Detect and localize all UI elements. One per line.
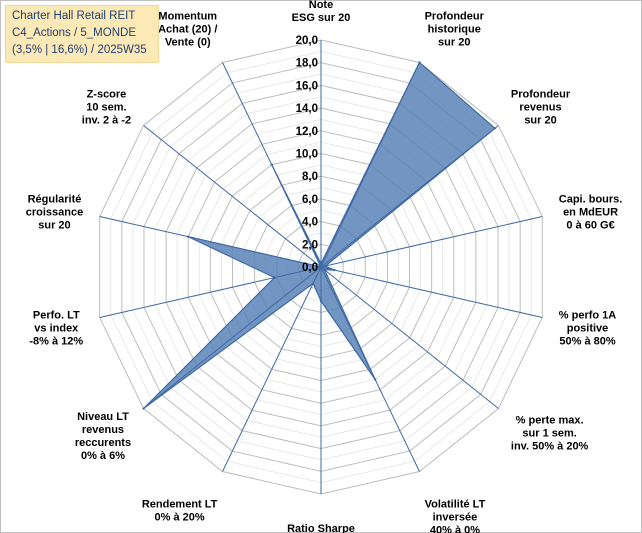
axis-label-line: Volatilité LT bbox=[425, 498, 486, 510]
data-point bbox=[270, 163, 273, 166]
axis-label-line: 10 sem. bbox=[86, 101, 126, 113]
data-point bbox=[418, 61, 421, 64]
axis-label: % perte max.sur 1 sem.inv. 50% à 20% bbox=[511, 415, 589, 453]
axis-label-line: vs index bbox=[34, 323, 79, 335]
axis-label-line: Perfo. LT bbox=[33, 310, 80, 322]
data-point bbox=[319, 299, 323, 303]
axis-spoke bbox=[320, 62, 420, 268]
axis-label-line: 0% à 20% bbox=[155, 511, 205, 523]
axis-label-line: 0% à 6% bbox=[81, 450, 125, 462]
tick-label: 14,0 bbox=[296, 103, 318, 115]
axis-spoke bbox=[320, 266, 499, 409]
axis-label-line: inv. 2 à -2 bbox=[82, 114, 131, 126]
axis-label-line: historique bbox=[428, 24, 481, 36]
axis-label-line: Ratio Sharpe bbox=[287, 523, 355, 533]
tick-label: 2,0 bbox=[302, 239, 318, 251]
tick-label: 16,0 bbox=[296, 80, 318, 92]
axis-label-line: Niveau LT bbox=[77, 411, 129, 423]
data-point bbox=[273, 276, 276, 279]
axis-label-line: 40% à 0% bbox=[430, 524, 480, 533]
axis-label-line: 0 à 60 G€ bbox=[566, 219, 614, 231]
data-point bbox=[187, 235, 190, 238]
axis-label-line: Capi. bours. bbox=[559, 193, 623, 205]
tick-label: 4,0 bbox=[302, 217, 318, 229]
axis-label-line: inversée bbox=[433, 511, 478, 523]
chart-subtitle-stats: (3,5% | 16,6%) / 2025W35 bbox=[12, 44, 147, 56]
axis-label-line: sur 20 bbox=[438, 37, 470, 49]
axis-label-line: % perfo 1A bbox=[559, 310, 617, 322]
chart-title-box: Charter Hall Retail REIT C4_Actions / 5_… bbox=[5, 5, 159, 63]
axis-label: Ratio Sharpe0 à 1 bbox=[287, 523, 355, 533]
axis-spoke bbox=[143, 125, 322, 268]
axis-label-line: positive bbox=[567, 323, 609, 335]
axis-label-line: ESG sur 20 bbox=[292, 12, 351, 24]
chart-subtitle-category: C4_Actions / 5_MONDE bbox=[12, 27, 136, 39]
tick-label: 6,0 bbox=[302, 194, 318, 206]
axis-label-line: revenus bbox=[82, 424, 124, 436]
axis-label-line: Z-score bbox=[87, 88, 127, 100]
tick-label: 18,0 bbox=[296, 58, 318, 70]
tick-label: 8,0 bbox=[302, 171, 318, 183]
data-point bbox=[311, 282, 315, 285]
axis-label-line: Note bbox=[309, 0, 333, 11]
axis-spoke bbox=[320, 216, 543, 268]
tick-label: 0,0 bbox=[302, 262, 318, 274]
axis-spoke bbox=[320, 125, 499, 268]
axis-label-line: Vente (0) bbox=[165, 37, 211, 49]
data-point bbox=[319, 262, 323, 265]
data-point bbox=[324, 264, 327, 268]
axis-spoke bbox=[320, 266, 420, 472]
axis-label-line: Momentum bbox=[158, 11, 217, 23]
axis-spoke bbox=[222, 266, 322, 472]
axis-label: Rendement LT0% à 20% bbox=[142, 498, 218, 523]
axis-label-line: revenus bbox=[519, 101, 561, 113]
chart-title: Charter Hall Retail REIT bbox=[12, 10, 136, 22]
axis-label-line: inv. 50% à 20% bbox=[511, 441, 589, 453]
axis-label-line: Régularité bbox=[28, 193, 82, 205]
axis-spoke bbox=[143, 266, 322, 409]
axis-label-line: sur 20 bbox=[524, 114, 556, 126]
tick-label: 12,0 bbox=[296, 126, 318, 138]
axis-label-line: Achat (20) / bbox=[158, 24, 217, 36]
axis-label-line: en MdEUR bbox=[563, 206, 618, 218]
axis-spoke bbox=[99, 216, 322, 268]
axis-label-line: croissance bbox=[26, 206, 83, 218]
data-point bbox=[319, 265, 323, 269]
axis-label-line: sur 20 bbox=[38, 219, 70, 231]
data-point bbox=[323, 268, 326, 272]
axis-label-line: Profondeur bbox=[511, 88, 571, 100]
axis-label-line: sur 1 sem. bbox=[522, 428, 576, 440]
data-point bbox=[493, 127, 497, 130]
axis-label-line: reccurents bbox=[75, 437, 131, 449]
axis-label-line: 50% à 80% bbox=[559, 336, 615, 348]
tick-label: 20,0 bbox=[296, 35, 318, 47]
axis-spoke bbox=[320, 266, 543, 318]
tick-label: 10,0 bbox=[296, 149, 318, 161]
axis-label-line: % perte max. bbox=[516, 415, 584, 427]
data-point bbox=[333, 268, 336, 272]
axis-spoke bbox=[99, 266, 322, 318]
data-point bbox=[142, 407, 145, 410]
data-point bbox=[373, 378, 377, 381]
data-series-area bbox=[143, 61, 496, 410]
axis-label-line: Profondeur bbox=[425, 11, 485, 23]
axis-label-line: -8% à 12% bbox=[29, 336, 83, 348]
axis-label-line: Rendement LT bbox=[142, 498, 218, 510]
